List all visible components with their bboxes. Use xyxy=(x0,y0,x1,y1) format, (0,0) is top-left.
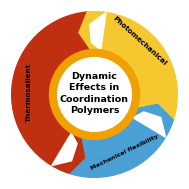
Polygon shape xyxy=(79,12,91,50)
Polygon shape xyxy=(69,137,85,173)
Wedge shape xyxy=(12,12,91,173)
Circle shape xyxy=(50,50,139,139)
Wedge shape xyxy=(87,12,177,120)
Circle shape xyxy=(58,58,131,131)
Polygon shape xyxy=(79,12,106,50)
Text: Thermosalient: Thermosalient xyxy=(26,63,32,122)
Polygon shape xyxy=(133,104,166,137)
Text: Photomechanical: Photomechanical xyxy=(111,15,167,67)
Text: Mechanical flexibility: Mechanical flexibility xyxy=(89,134,159,171)
Text: Dynamic
Effects in
Coordination
Polymers: Dynamic Effects in Coordination Polymers xyxy=(60,72,129,115)
Polygon shape xyxy=(137,104,173,120)
Wedge shape xyxy=(69,108,173,177)
Circle shape xyxy=(12,12,177,177)
Polygon shape xyxy=(52,133,85,166)
